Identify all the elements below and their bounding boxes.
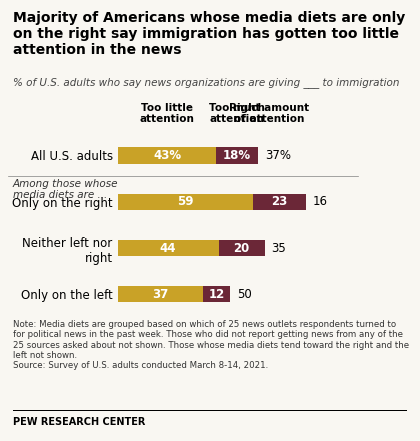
Bar [118, 240, 219, 256]
Text: Right amount
of attention: Right amount of attention [229, 103, 310, 124]
Text: 50: 50 [237, 288, 252, 301]
Text: Too much
attention: Too much attention [209, 103, 265, 124]
Text: 44: 44 [160, 242, 176, 254]
Bar [118, 194, 253, 210]
Text: PEW RESEARCH CENTER: PEW RESEARCH CENTER [13, 417, 145, 427]
Bar [253, 194, 306, 210]
Text: 59: 59 [177, 195, 194, 208]
Text: 12: 12 [208, 288, 225, 301]
Text: Note: Media diets are grouped based on which of 25 news outlets respondents turn: Note: Media diets are grouped based on w… [13, 320, 409, 370]
Bar [118, 147, 216, 164]
Bar [118, 286, 203, 303]
Text: Too little
attention: Too little attention [139, 103, 194, 124]
Text: 37%: 37% [265, 149, 291, 162]
Bar [219, 240, 265, 256]
Text: 20: 20 [234, 242, 250, 254]
Text: 16: 16 [313, 195, 328, 208]
Bar [216, 147, 258, 164]
Text: Majority of Americans whose media diets are only
on the right say immigration ha: Majority of Americans whose media diets … [13, 11, 405, 57]
Text: 37: 37 [152, 288, 168, 301]
Text: 43%: 43% [153, 149, 181, 162]
Text: 18%: 18% [223, 149, 251, 162]
Text: % of U.S. adults who say news organizations are giving ___ to immigration: % of U.S. adults who say news organizati… [13, 77, 399, 88]
Text: 23: 23 [272, 195, 288, 208]
Text: Among those whose
media diets are ...: Among those whose media diets are ... [13, 179, 118, 200]
Bar [203, 286, 230, 303]
Text: 35: 35 [272, 242, 286, 254]
